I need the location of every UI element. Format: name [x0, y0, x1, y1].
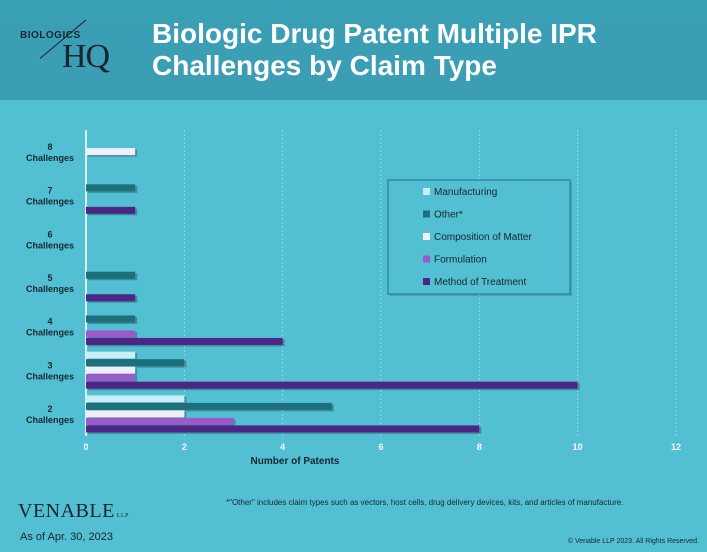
bar: [86, 395, 185, 403]
title-line-1: Biologic Drug Patent Multiple IPR: [152, 18, 597, 49]
legend-label: Manufacturing: [434, 187, 497, 198]
x-tick-label: 6: [378, 442, 383, 452]
legend-label: Formulation: [434, 255, 487, 266]
venable-logo-suffix: LLP: [116, 513, 129, 519]
footnote: *"Other" includes claim types such as ve…: [226, 498, 624, 507]
x-tick-label: 12: [671, 442, 681, 452]
x-tick-label: 10: [573, 442, 583, 452]
legend-label: Other*: [434, 210, 463, 221]
legend-swatch: [423, 188, 430, 195]
bar: [86, 402, 332, 410]
category-label: Challenges: [26, 240, 74, 250]
legend-swatch: [423, 210, 430, 218]
category-label: 8: [47, 142, 52, 152]
category-label: 6: [47, 229, 52, 239]
x-axis-label: Number of Patents: [251, 456, 340, 467]
bar: [86, 330, 136, 338]
page-title: Biologic Drug Patent Multiple IPR Challe…: [152, 18, 692, 82]
bar: [86, 381, 578, 389]
header-banner: BIOLOGICS HQ Biologic Drug Patent Multip…: [0, 0, 707, 100]
category-label: 7: [47, 186, 52, 196]
x-tick-label: 4: [280, 442, 285, 452]
bar: [86, 374, 136, 382]
legend-swatch: [423, 255, 430, 263]
copyright: © Venable LLP 2023. All Rights Reserved.: [567, 538, 699, 545]
bar: [86, 366, 136, 374]
as-of-date: As of Apr. 30, 2023: [20, 531, 113, 543]
legend-swatch: [423, 233, 430, 240]
bar: [86, 184, 136, 192]
category-label: Challenges: [26, 284, 74, 294]
legend-box: [387, 179, 571, 295]
category-label: 2: [47, 404, 52, 414]
bar: [86, 148, 136, 156]
bar: [86, 417, 234, 425]
bar: [86, 359, 185, 367]
category-label: 3: [47, 360, 52, 370]
x-tick-label: 2: [182, 442, 187, 452]
bar: [86, 206, 136, 214]
category-label: Challenges: [26, 153, 74, 163]
x-tick-label: 8: [477, 442, 482, 452]
legend-label: Method of Treatment: [434, 277, 526, 288]
venable-logo-text: VENABLE: [18, 500, 115, 522]
bar: [86, 410, 185, 418]
x-tick-label: 0: [83, 442, 88, 452]
bar: [86, 315, 136, 323]
category-label: Challenges: [26, 328, 74, 338]
bar: [86, 271, 136, 279]
title-line-2: Challenges by Claim Type: [152, 50, 497, 81]
logo-hq-text: HQ: [62, 38, 110, 75]
bar: [86, 337, 283, 345]
bar: [86, 351, 136, 359]
category-label: 4: [47, 317, 52, 327]
category-label: Challenges: [26, 371, 74, 381]
category-label: Challenges: [26, 197, 74, 207]
bar: [86, 425, 480, 433]
category-label: Challenges: [26, 415, 74, 425]
bar: [86, 294, 136, 302]
logo-biologics-text: BIOLOGICS: [20, 30, 81, 41]
category-label: 5: [47, 273, 52, 283]
venable-logo: VENABLE LLP: [18, 500, 129, 523]
legend-label: Composition of Matter: [434, 232, 532, 243]
legend-swatch: [423, 278, 430, 285]
